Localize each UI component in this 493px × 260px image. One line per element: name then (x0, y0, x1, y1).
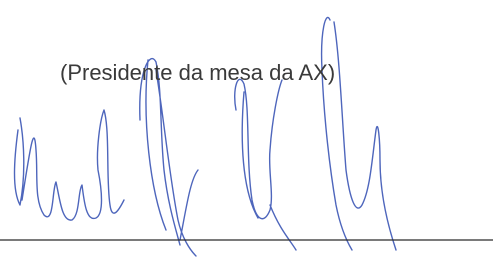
signature-caption: (Presidente da mesa da AX) (60, 60, 335, 85)
page: (Presidente da mesa da AX) (() => { cons… (0, 0, 493, 260)
signature-block: (Presidente da mesa da AX) (0, 0, 493, 260)
signature (15, 17, 397, 256)
